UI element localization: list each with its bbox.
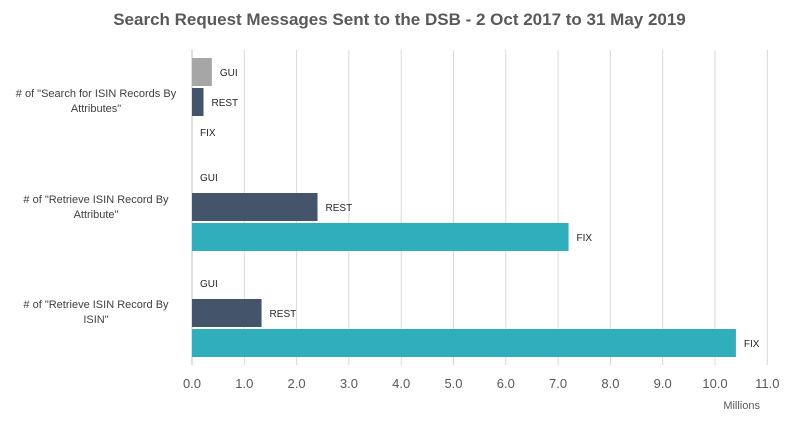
bar-fix — [192, 329, 736, 357]
units-label: Millions — [723, 400, 760, 412]
bar-label-gui: GUI — [200, 279, 218, 290]
x-tick-label: 4.0 — [392, 376, 410, 391]
bar-label-fix: FIX — [744, 339, 760, 350]
x-tick-label: 9.0 — [654, 376, 672, 391]
x-tick-label: 2.0 — [288, 376, 306, 391]
x-tick-label: 11.0 — [755, 376, 779, 391]
bar-rest — [192, 88, 204, 116]
bar-fix — [192, 223, 569, 251]
x-tick-label: 10.0 — [702, 376, 727, 391]
bar-label-fix: FIX — [200, 128, 216, 139]
bar-label-gui: GUI — [200, 173, 218, 184]
chart-title: Search Request Messages Sent to the DSB … — [113, 10, 686, 29]
x-tick-label: 3.0 — [340, 376, 358, 391]
category-label-retrieve-attribute: # of "Retrieve ISIN Record By Attribute" — [23, 194, 169, 221]
x-tick-label: 8.0 — [601, 376, 619, 391]
bar-label-rest: REST — [270, 309, 297, 320]
category-label-retrieve-isin: # of "Retrieve ISIN Record By ISIN" — [23, 299, 169, 326]
bar-label-fix: FIX — [577, 233, 593, 244]
category-label-search-attributes: # of "Search for ISIN Records By Attribu… — [15, 88, 177, 115]
bar-label-gui: GUI — [220, 68, 238, 79]
bar-rest — [192, 299, 262, 327]
x-tick-label: 6.0 — [497, 376, 515, 391]
x-tick-label: 5.0 — [444, 376, 462, 391]
bar-rest — [192, 193, 318, 221]
bar-gui — [192, 58, 212, 86]
x-tick-label: 1.0 — [235, 376, 253, 391]
x-tick-label: 7.0 — [549, 376, 567, 391]
x-tick-label: 0.0 — [183, 376, 201, 391]
bar-label-rest: REST — [212, 98, 239, 109]
bar-label-rest: REST — [326, 203, 353, 214]
